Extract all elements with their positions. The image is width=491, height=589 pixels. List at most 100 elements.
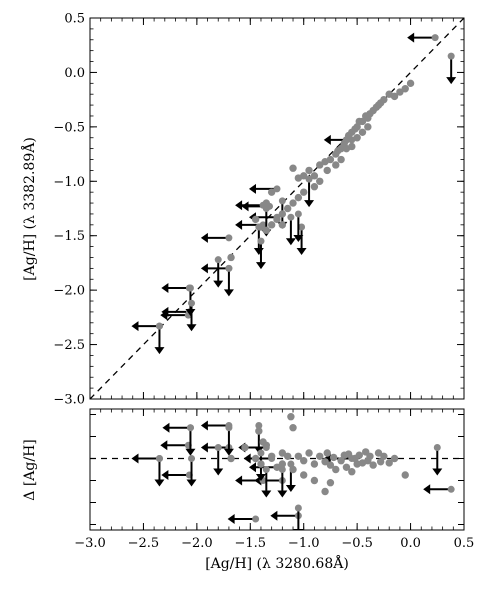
top-data-point-32 (406, 79, 415, 88)
top-data-point-50 (283, 204, 292, 213)
top-down-arrow-head (185, 308, 196, 316)
top-data-point-53 (262, 199, 271, 207)
top-left-arrow-head (200, 232, 208, 243)
bottom-data-point-12 (337, 457, 345, 465)
top-down-arrow-head (253, 248, 264, 256)
bottom-down-limit-point (225, 424, 233, 432)
top-data-point-52 (267, 188, 276, 196)
bottom-down-arrow-1 (293, 504, 304, 530)
top-down-arrow-head (223, 289, 234, 297)
bottom-left-limit-point (252, 515, 260, 523)
top-left-arrow-head (160, 310, 168, 321)
bottom-down-limit-point (186, 424, 194, 432)
bottom-x-tick-label: 0.0 (400, 536, 421, 551)
top-left-arrow-head (161, 282, 169, 293)
top-data-point-29 (390, 92, 399, 101)
bottom-data-point-31 (326, 479, 335, 487)
top-data-point-38 (332, 161, 340, 169)
bottom-data-point-42 (241, 443, 249, 452)
bottom-left-arrow-12 (161, 470, 193, 480)
bottom-down-arrow-head (285, 485, 296, 492)
top-left-arrow-7 (200, 232, 233, 243)
bottom-left-arrow-head (423, 484, 431, 495)
top-down-arrow-head (213, 280, 224, 288)
top-left-limit-point (273, 185, 281, 193)
bottom-x-axis-label: [Ag/H] (λ 3280.68Å) (205, 554, 349, 572)
top-panel: 0.5 0.0 −0.5 −1.0 −1.5 −2.0 −2.5 −3.0 [Ag/H] (λ… (20, 12, 465, 408)
bottom-axis-ticks: −3.0 −2.5 −2.0 −1.5 −1.0 −0.5 0.0 0.5 (74, 409, 474, 551)
top-y-tick-label: −3.0 (53, 393, 85, 408)
top-down-arrow-head (446, 77, 457, 85)
top-left-arrow-head (241, 201, 249, 212)
bottom-data-point-27 (380, 452, 388, 460)
top-down-arrow-0 (446, 52, 457, 85)
top-left-arrow-head (323, 134, 331, 145)
top-down-limit-point (447, 52, 455, 60)
top-down-arrow-head (304, 200, 315, 208)
top-down-limit-point (225, 264, 233, 272)
bottom-data-point-40 (257, 460, 265, 468)
bottom-x-tick-label: 0.5 (454, 536, 475, 551)
top-left-arrow-head (235, 200, 243, 211)
bottom-data-point-14 (342, 463, 351, 471)
bottom-data-point-6 (316, 452, 324, 460)
bottom-data-point-36 (278, 449, 287, 457)
top-down-arrow-2 (293, 210, 304, 242)
bottom-down-arrow-head (223, 448, 234, 456)
top-data-point-7 (323, 166, 331, 175)
top-axis-ticks: 0.5 0.0 −0.5 −1.0 −1.5 −2.0 −2.5 −3.0 (53, 12, 465, 408)
top-plot-area (90, 18, 464, 399)
bottom-data-point-47 (259, 438, 267, 446)
bottom-down-arrow-8 (213, 444, 224, 476)
top-one-to-one-line (90, 18, 464, 399)
bottom-left-arrow-head (249, 462, 256, 473)
bottom-down-arrow-5 (253, 422, 264, 454)
bottom-left-arrow-head (162, 422, 170, 433)
top-down-arrow-10 (213, 256, 224, 288)
bottom-data-point-11 (332, 465, 340, 474)
top-data-point-27 (380, 95, 388, 104)
bottom-data-point-15 (344, 450, 353, 458)
bottom-data-point-41 (251, 454, 260, 463)
top-y-tick-label: 0.0 (64, 66, 85, 81)
bottom-data-point-4 (305, 449, 313, 457)
top-data-point-2 (300, 172, 308, 180)
top-down-arrow-7 (255, 237, 266, 270)
top-data-point-39 (337, 155, 345, 164)
top-data-point-4 (310, 172, 319, 180)
top-data-point-11 (337, 144, 345, 153)
bottom-data-point-26 (376, 458, 385, 466)
bottom-down-arrow-head (213, 468, 224, 476)
top-left-arrow-2 (249, 183, 281, 194)
top-data-point-41 (316, 177, 324, 185)
top-data-point-43 (294, 193, 303, 202)
top-down-arrow-1 (296, 223, 307, 256)
top-data-point-45 (278, 210, 287, 218)
bottom-data-point-34 (300, 471, 308, 479)
bottom-data-point-28 (385, 459, 393, 467)
bottom-down-limit-point (214, 444, 222, 451)
top-data-point-42 (300, 188, 308, 196)
top-down-limit-point (186, 284, 194, 292)
top-y-tick-label: −0.5 (53, 120, 85, 135)
top-data-point-55 (227, 253, 235, 262)
top-down-limit-point (278, 197, 286, 205)
bottom-left-arrow-head (243, 453, 251, 464)
bottom-data-point-35 (289, 465, 297, 474)
bottom-down-arrow-head (432, 468, 443, 476)
top-data-point-19 (358, 117, 367, 126)
top-data-point-36 (358, 128, 367, 136)
bottom-data-point-19 (355, 451, 363, 459)
top-down-limit-point (298, 223, 306, 231)
top-left-arrow-head (407, 32, 415, 43)
top-down-arrow-12 (186, 299, 197, 332)
bottom-left-arrow-head (200, 420, 208, 431)
bottom-data-point-7 (321, 458, 329, 466)
top-down-limit-point (287, 213, 295, 221)
bottom-down-arrow-9 (185, 424, 196, 456)
bottom-down-arrow-11 (154, 455, 165, 487)
top-down-arrow-3 (304, 175, 315, 208)
top-left-limit-point (431, 34, 439, 42)
bottom-data-point-45 (283, 452, 292, 460)
